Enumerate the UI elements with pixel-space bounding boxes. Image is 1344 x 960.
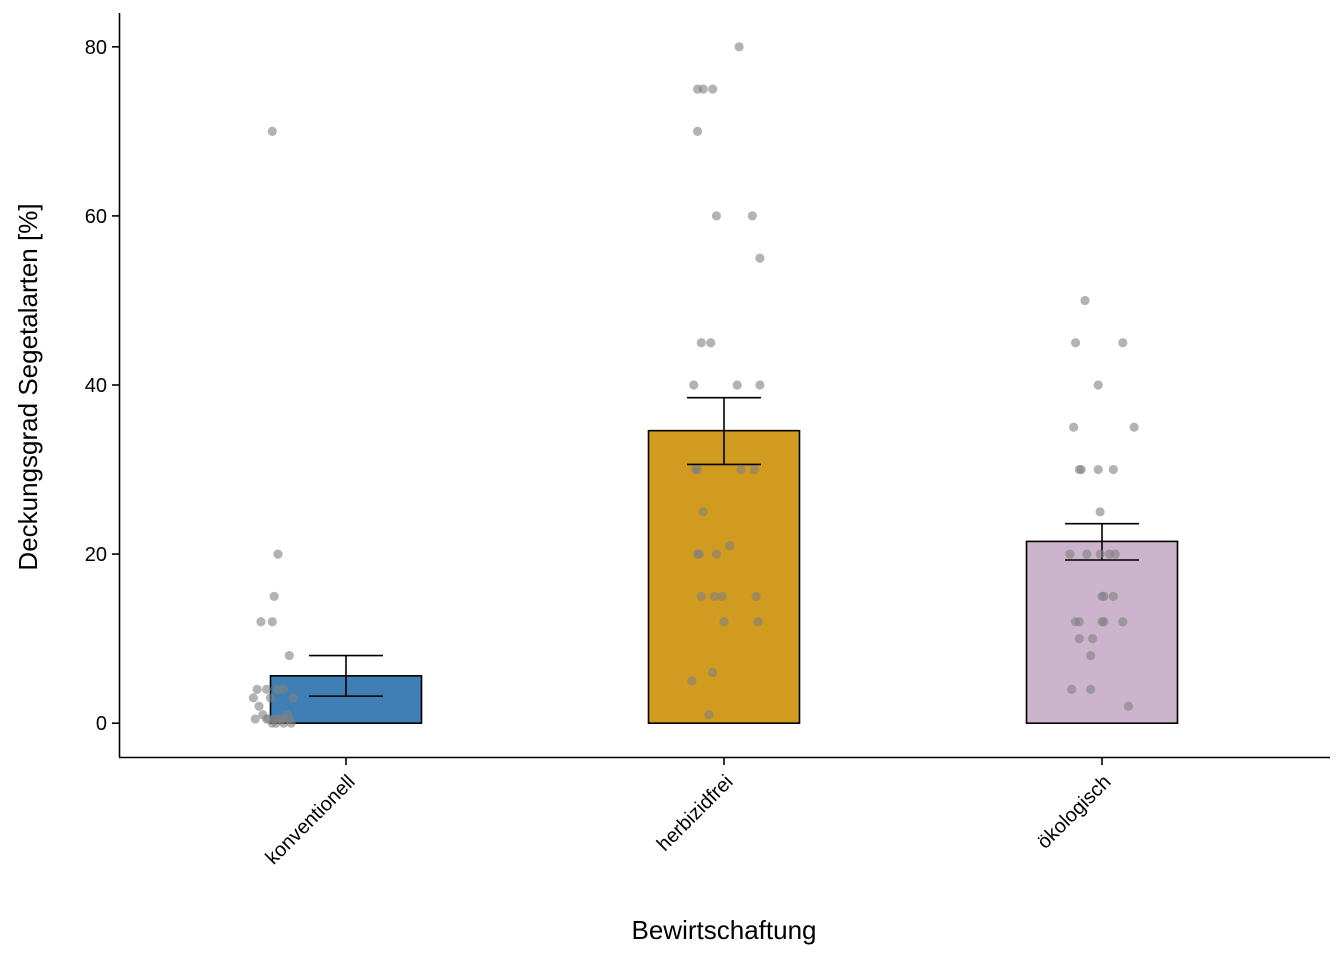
data-point-3-25 bbox=[1074, 634, 1084, 644]
data-point-3-5 bbox=[1069, 422, 1079, 432]
data-point-2-18 bbox=[698, 507, 708, 517]
data-point-2-17 bbox=[749, 464, 759, 475]
data-point-2-22 bbox=[711, 549, 722, 559]
data-point-3-28 bbox=[1067, 684, 1077, 694]
data-point-2-15 bbox=[692, 464, 703, 475]
data-point-2-5 bbox=[692, 126, 703, 136]
data-point-3-8 bbox=[1074, 464, 1084, 475]
data-point-3-4 bbox=[1093, 380, 1103, 390]
y-tick-label-2: 20 bbox=[85, 544, 107, 566]
data-point-3-26 bbox=[1087, 634, 1098, 644]
data-point-3-18 bbox=[1099, 591, 1109, 601]
data-point-3-12 bbox=[1065, 549, 1075, 559]
data-point-3-23 bbox=[1099, 617, 1109, 627]
data-point-1-17 bbox=[250, 714, 260, 724]
data-point-3-1 bbox=[1080, 295, 1090, 306]
data-point-2-6 bbox=[711, 211, 722, 221]
data-point-1-8 bbox=[252, 684, 262, 694]
x-axis-ticks: konventionell herbizidfrei ökologisch bbox=[261, 757, 1116, 869]
data-point-3-30 bbox=[1123, 701, 1134, 711]
data-point-1-25 bbox=[271, 718, 281, 728]
data-point-2-3 bbox=[698, 84, 708, 94]
points-layer bbox=[248, 42, 1139, 728]
data-point-3-9 bbox=[1093, 464, 1103, 475]
data-point-1-12 bbox=[248, 693, 258, 703]
x-tick-label-2: herbizidfrei bbox=[653, 771, 738, 856]
x-tick-label-3: ökologisch bbox=[1033, 771, 1115, 853]
bar-3 bbox=[1025, 540, 1179, 724]
data-point-2-16 bbox=[736, 464, 746, 475]
data-point-1-6 bbox=[284, 650, 294, 661]
data-point-3-11 bbox=[1095, 507, 1105, 517]
data-point-1-13 bbox=[288, 693, 298, 703]
data-point-2-9 bbox=[696, 338, 706, 348]
data-point-2-21 bbox=[692, 549, 703, 559]
data-point-1-11 bbox=[265, 693, 275, 703]
data-point-3-6 bbox=[1129, 422, 1139, 432]
y-tick-label-4: 60 bbox=[85, 206, 107, 228]
data-point-2-29 bbox=[708, 667, 718, 678]
data-point-2-24 bbox=[709, 591, 720, 601]
data-point-2-1 bbox=[734, 42, 744, 52]
data-point-2-7 bbox=[747, 211, 757, 221]
data-point-2-12 bbox=[732, 380, 742, 390]
y-tick-label-1: 0 bbox=[96, 713, 107, 735]
y-tick-label-5: 80 bbox=[85, 37, 107, 59]
data-point-2-25 bbox=[717, 591, 727, 601]
data-point-3-19 bbox=[1108, 591, 1118, 601]
data-point-1-4 bbox=[256, 617, 266, 627]
data-point-2-13 bbox=[755, 380, 765, 390]
data-point-1-26 bbox=[279, 718, 289, 728]
data-point-2-26 bbox=[751, 591, 761, 601]
data-point-1-10 bbox=[279, 684, 289, 694]
data-point-3-16 bbox=[1104, 549, 1115, 559]
data-point-3-27 bbox=[1086, 650, 1096, 661]
data-point-2-27 bbox=[719, 617, 729, 627]
data-point-1-7 bbox=[262, 684, 272, 694]
data-point-1-27 bbox=[286, 718, 296, 728]
bars-layer bbox=[269, 429, 1179, 724]
data-point-2-8 bbox=[755, 253, 765, 263]
y-axis-title: Deckungsgrad Segetalarten [%] bbox=[13, 203, 43, 570]
bar-2 bbox=[647, 429, 801, 724]
data-point-1-2 bbox=[273, 549, 283, 559]
data-point-2-31 bbox=[704, 710, 714, 720]
data-point-3-21 bbox=[1074, 617, 1084, 627]
data-point-3-10 bbox=[1108, 464, 1118, 475]
x-tick-label-1: konventionell bbox=[261, 771, 359, 869]
data-point-1-1 bbox=[267, 126, 277, 136]
y-tick-label-3: 40 bbox=[85, 375, 107, 397]
data-point-2-23 bbox=[696, 591, 706, 601]
data-point-1-3 bbox=[269, 591, 279, 601]
data-point-3-24 bbox=[1118, 617, 1128, 627]
data-point-2-28 bbox=[753, 617, 763, 627]
data-point-3-13 bbox=[1082, 549, 1092, 559]
y-axis-ticks: 0 20 40 60 80 bbox=[85, 37, 120, 735]
data-point-2-10 bbox=[706, 338, 716, 348]
data-point-2-11 bbox=[689, 380, 699, 390]
data-point-2-30 bbox=[687, 676, 697, 686]
data-point-3-3 bbox=[1118, 338, 1128, 348]
data-point-1-14 bbox=[254, 701, 264, 711]
data-point-3-2 bbox=[1070, 338, 1081, 348]
data-point-3-14 bbox=[1095, 549, 1105, 559]
data-point-1-5 bbox=[267, 617, 277, 627]
data-point-2-19 bbox=[725, 541, 735, 551]
errorbars-layer bbox=[309, 396, 1139, 697]
data-point-3-29 bbox=[1086, 684, 1096, 694]
data-point-2-4 bbox=[708, 84, 718, 94]
x-axis-title: Bewirtschaftung bbox=[632, 915, 817, 945]
